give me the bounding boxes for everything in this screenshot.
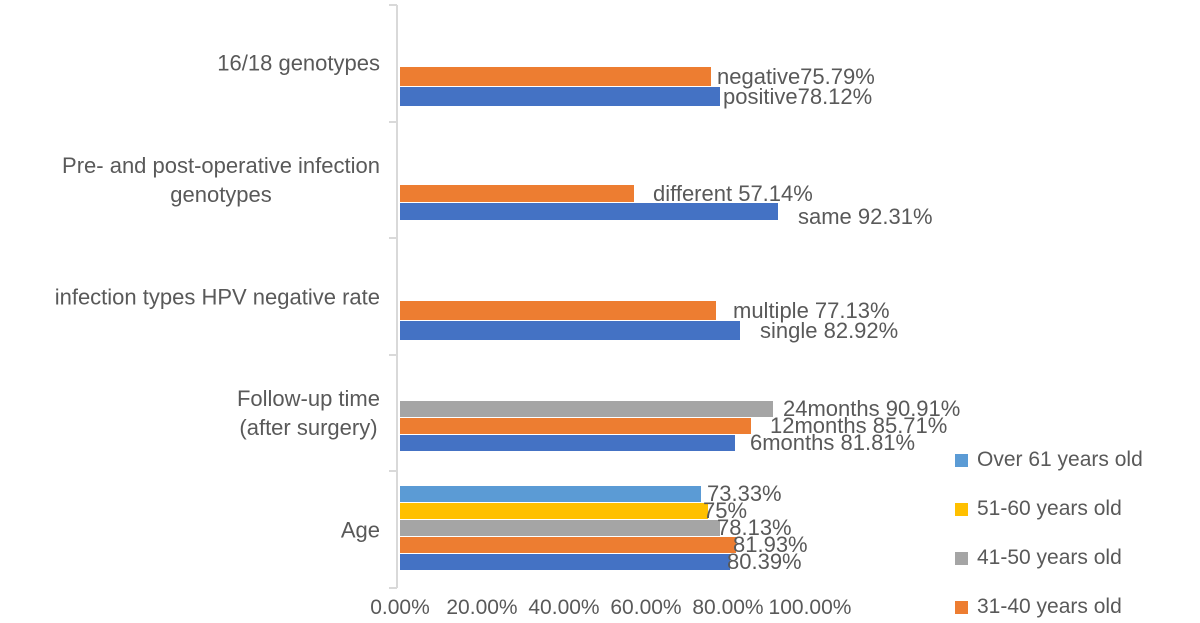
category-label: Pre- and post-operative infection genotyp… — [62, 151, 380, 209]
bar-value-label: same 92.31% — [798, 203, 933, 229]
bar — [400, 435, 735, 451]
bar-value-label: single 82.92% — [760, 317, 899, 343]
bar — [400, 486, 701, 502]
category-axis-tick — [389, 353, 397, 356]
category-axis-tick — [389, 587, 397, 589]
x-axis-tick-label: 20.00% — [446, 596, 518, 619]
bar-value-label: 75% — [703, 497, 748, 523]
category-axis-tick — [389, 4, 397, 6]
legend-label: Over 61 years old — [977, 448, 1143, 471]
bar-value-label: 81.93% — [733, 531, 808, 557]
x-axis-tick-label: 80.00% — [692, 596, 764, 619]
bar-value-label: multiple 77.13% — [733, 297, 890, 323]
category-label-line: infection types HPV negative rate — [54, 284, 380, 309]
category-label-line: Age — [340, 517, 380, 543]
bar — [400, 321, 740, 340]
x-axis-tick-label: 0.00% — [370, 596, 430, 619]
bar-value-label: 12months 85.71% — [770, 412, 948, 438]
category-axis-line — [396, 5, 398, 588]
bar — [400, 87, 720, 106]
legend-label: 51-60 years old — [977, 497, 1122, 520]
bar — [400, 503, 708, 519]
bar — [400, 520, 720, 536]
category-label-line: Follow-up time — [236, 386, 380, 412]
legend-swatch — [955, 453, 968, 467]
bar — [400, 67, 711, 86]
bar-value-label: different 57.14% — [653, 180, 813, 206]
category-label: 16/18 genotypes — [217, 49, 380, 78]
category-axis-tick — [389, 470, 397, 473]
category-label-line: (after surgery) — [239, 415, 378, 441]
bar — [400, 185, 634, 202]
legend-swatch — [955, 502, 968, 516]
x-axis-tick-label: 40.00% — [528, 596, 600, 619]
x-axis-tick-label: 60.00% — [610, 596, 682, 619]
bar — [400, 401, 773, 417]
legend-label: 41-50 years old — [977, 546, 1122, 569]
legend-label: 31-40 years old — [977, 595, 1122, 618]
category-label-line: genotypes — [170, 181, 272, 207]
bar-value-label: positive78.12% — [723, 83, 873, 109]
bar-value-label: 73.33% — [707, 480, 782, 506]
bar-value-label: negative75.79% — [717, 63, 875, 89]
bar — [400, 537, 736, 553]
bar-value-label: 6months 81.81% — [750, 429, 916, 455]
category-label: Follow-up time (after surgery) — [237, 384, 380, 442]
bar — [400, 554, 730, 570]
category-label-line: Pre- and post-operative infection — [62, 152, 380, 178]
category-axis-tick — [389, 120, 397, 123]
bar — [400, 418, 751, 434]
category-label-line: 16/18 genotypes — [217, 50, 380, 76]
bar — [400, 301, 716, 320]
bar-value-label: 80.39% — [727, 548, 802, 574]
x-axis-tick-label: 100.00% — [768, 596, 852, 619]
bar — [400, 203, 778, 220]
category-label: Age — [341, 515, 380, 544]
legend-swatch — [955, 551, 968, 565]
category-label: infection types HPV negative rate — [55, 282, 380, 311]
category-axis-tick — [389, 237, 397, 240]
bar-value-label: 78.13% — [717, 514, 792, 540]
bar-value-label: 24months 90.91% — [783, 395, 961, 421]
legend-swatch — [955, 600, 968, 614]
